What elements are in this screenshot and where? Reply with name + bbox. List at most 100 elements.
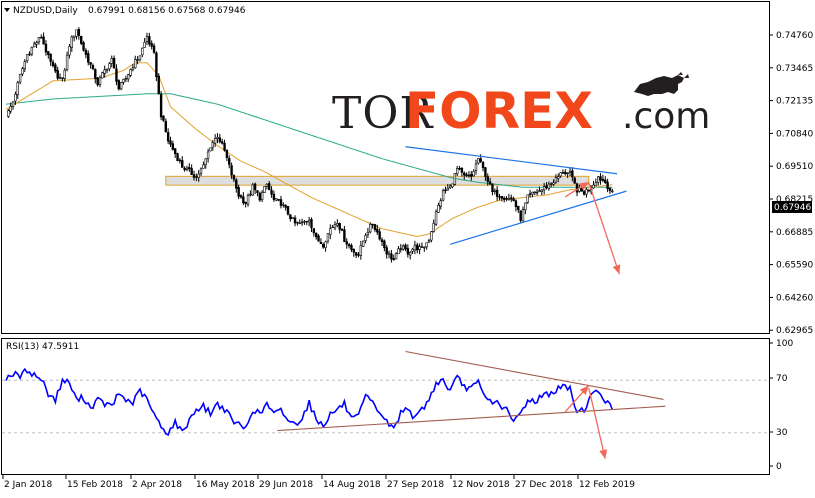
candle-body <box>96 77 99 86</box>
candle <box>420 242 424 249</box>
candle <box>103 65 106 78</box>
candle <box>305 220 308 226</box>
candle <box>312 228 316 237</box>
candle-body <box>272 193 276 200</box>
price-panel-frame <box>1 1 770 334</box>
candle-body <box>568 171 572 173</box>
candle-body <box>484 167 487 177</box>
candle-body <box>82 42 85 51</box>
candle-body <box>14 93 17 102</box>
candle-body <box>244 201 247 204</box>
candle-body <box>185 167 189 170</box>
price-tick-label: 0.68215 <box>776 195 813 205</box>
rsi-tick-label: 30 <box>776 428 788 438</box>
candle <box>599 173 602 185</box>
candle-body <box>495 189 499 197</box>
candle <box>345 238 348 249</box>
candle-body <box>209 147 212 152</box>
candle-body <box>112 58 116 69</box>
rsi-tick-label: 100 <box>776 339 793 349</box>
candle <box>517 205 520 214</box>
candle-body <box>256 190 259 193</box>
candle-body <box>345 241 348 245</box>
candle-body <box>507 197 511 200</box>
candle-body <box>289 214 292 219</box>
candle-body <box>535 191 539 194</box>
candle <box>225 149 229 162</box>
candle <box>441 188 445 202</box>
candle <box>470 171 473 181</box>
candle <box>369 222 372 234</box>
candle-body <box>460 167 464 173</box>
candle <box>594 178 598 187</box>
candle <box>188 163 191 172</box>
candle <box>141 47 144 58</box>
candle <box>101 71 104 79</box>
rsi-panel-frame <box>1 338 770 475</box>
candle-body <box>25 54 29 62</box>
rsi-trendline-lower <box>277 405 666 432</box>
rsi-forecast-up-arrow <box>564 385 590 413</box>
candle-body <box>477 158 480 164</box>
candle-body <box>70 36 74 48</box>
candle-body <box>258 193 261 201</box>
x-tick-label: 27 Sep 2018 <box>387 480 444 490</box>
candle <box>228 155 231 169</box>
candle-body <box>611 190 614 193</box>
candle-body <box>94 69 97 80</box>
candle-body <box>164 121 167 132</box>
candle <box>434 209 438 226</box>
candle-body <box>275 198 278 201</box>
candle-body <box>284 204 287 208</box>
candle-body <box>176 153 179 161</box>
candle-body <box>143 41 146 48</box>
candle-body <box>199 168 203 174</box>
candle-body <box>385 247 388 255</box>
candle-body <box>467 174 471 177</box>
candle <box>488 177 492 186</box>
candle <box>331 224 334 229</box>
candle <box>242 192 245 206</box>
candle <box>568 167 572 177</box>
candle <box>9 102 12 114</box>
candle <box>7 108 10 118</box>
candle-body <box>155 52 158 78</box>
candle-body <box>493 190 496 193</box>
candle <box>61 77 64 82</box>
candle-body <box>599 176 602 181</box>
candle <box>176 152 179 162</box>
candle-body <box>416 244 419 251</box>
x-tick-label: 2 Jan 2018 <box>4 480 52 490</box>
candle-body <box>312 228 316 234</box>
candle <box>486 173 489 186</box>
candle <box>404 243 407 252</box>
candle-body <box>455 168 459 175</box>
candle-body <box>554 177 558 183</box>
candle <box>213 134 217 147</box>
symbol-header: NZDUSD,Daily 0.67991 0.68156 0.67568 0.6… <box>4 6 246 16</box>
candle <box>611 188 614 193</box>
candle-body <box>336 223 339 226</box>
candle-body <box>373 224 377 230</box>
rsi-plot <box>2 350 769 460</box>
candle <box>244 201 247 208</box>
candle-body <box>601 178 605 181</box>
candle <box>533 191 536 196</box>
candle-body <box>239 195 243 198</box>
candle <box>545 182 548 190</box>
candle-body <box>566 172 569 174</box>
candle-body <box>150 43 153 47</box>
candle <box>336 219 339 228</box>
candle <box>314 232 318 240</box>
candle <box>392 254 395 261</box>
candle-body <box>531 191 534 195</box>
candle-body <box>538 190 541 192</box>
candle-body <box>23 61 26 69</box>
candle-body <box>159 93 163 118</box>
candle <box>72 35 76 42</box>
candle-body <box>72 35 76 38</box>
candle-body <box>354 252 358 256</box>
candle-body <box>162 115 165 121</box>
candle <box>272 190 276 202</box>
candle <box>209 147 212 152</box>
